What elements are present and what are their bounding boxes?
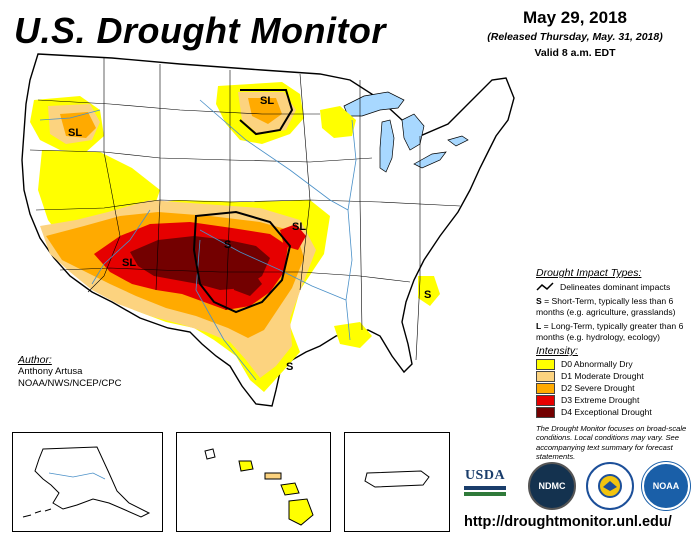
- impact-labels: SL SL SL S SL S S: [68, 95, 431, 373]
- d4-swatch: [536, 406, 555, 418]
- noaa-logo[interactable]: NOAA: [642, 462, 690, 510]
- eagle-seal-icon: [598, 474, 622, 498]
- d3-kansas: [280, 224, 306, 250]
- colorado-river: [91, 209, 151, 285]
- d2-label: D2 Severe Drought: [561, 382, 635, 393]
- delineation-legend-row: Delineates dominant impacts: [536, 282, 696, 293]
- d2-north-dakota: [248, 98, 282, 124]
- intensity-row-d1: D1 Moderate Drought: [536, 370, 696, 382]
- disclaimer-note: The Drought Monitor focuses on broad-sca…: [536, 424, 687, 461]
- missouri-river: [199, 99, 349, 211]
- impact-line-north-dakota: [239, 89, 294, 136]
- intensity-row-d0: D0 Abnormally Dry: [536, 358, 696, 370]
- usda-logo[interactable]: USDA: [464, 468, 506, 504]
- commerce-seal[interactable]: [586, 462, 634, 510]
- ndmc-logo-text: NDMC: [538, 481, 566, 491]
- oahu: [238, 460, 254, 472]
- d4-label: D4 Exceptional Drought: [561, 406, 652, 417]
- impact-boundaries: [192, 89, 294, 314]
- author-org: NOAA/NWS/NCEP/CPC: [18, 378, 122, 389]
- maui: [280, 482, 300, 496]
- long-term-key: L: [536, 321, 542, 331]
- long-term-text: = Long-Term, typically greater than 6 mo…: [536, 321, 684, 342]
- molokai: [264, 472, 282, 480]
- big-island: [288, 498, 314, 526]
- intensity-row-d2: D2 Severe Drought: [536, 382, 696, 394]
- impact-label-alabama: S: [424, 289, 431, 301]
- impact-label-kansas: SL: [292, 221, 306, 233]
- alaska-river: [48, 472, 106, 480]
- drought-areas: [30, 82, 440, 392]
- author-header: Author:: [18, 354, 52, 366]
- alaska-land: [34, 446, 151, 518]
- state-boundaries: [29, 58, 461, 361]
- rivers: [39, 99, 357, 381]
- lake-superior: [343, 91, 405, 117]
- d1-swatch: [536, 370, 555, 382]
- rio-grande: [195, 239, 257, 381]
- delineation-text: Delineates dominant impacts: [560, 281, 671, 292]
- impact-label-arizona: SL: [122, 257, 136, 269]
- great-lakes: [343, 91, 469, 173]
- alaska-inset: [12, 432, 163, 532]
- lake-erie: [413, 151, 447, 169]
- d0-upper-midwest: [320, 106, 356, 138]
- map-date: May 29, 2018: [523, 8, 627, 27]
- d0-lower-mississippi: [334, 322, 372, 348]
- d0-swatch: [536, 358, 555, 370]
- impact-label-texas: S: [286, 361, 293, 373]
- intensity-row-d3: D3 Extreme Drought: [536, 394, 696, 406]
- d2-swatch: [536, 382, 555, 394]
- alaska-map: [22, 446, 151, 518]
- kauai: [204, 448, 216, 460]
- mississippi-river: [345, 119, 357, 341]
- legend: Drought Impact Types: Delineates dominan…: [536, 268, 696, 419]
- puerto-rico-land: [364, 470, 430, 488]
- intensity-header: Intensity:: [536, 345, 579, 357]
- release-date: (Released Thursday, May. 31, 2018): [487, 31, 663, 43]
- agency-logos: USDA NDMC NOAA: [462, 458, 698, 510]
- d4-oklahoma: [232, 270, 262, 296]
- arkansas-river: [199, 229, 347, 301]
- noaa-logo-text: NOAA: [652, 481, 680, 491]
- intensity-row-d4: D4 Exceptional Drought: [536, 406, 696, 418]
- aleutian-islands: [22, 508, 52, 518]
- short-term-text: = Short-Term, typically less than 6 mont…: [536, 296, 676, 317]
- impact-label-oregon: SL: [68, 127, 82, 139]
- hawaii-map: [204, 448, 314, 526]
- map-title: U.S. Drought Monitor: [14, 10, 386, 51]
- columbia-river: [39, 109, 101, 121]
- website-url[interactable]: http://droughtmonitor.unl.edu/: [464, 514, 672, 530]
- author-name: Anthony Artusa: [18, 366, 83, 377]
- date-block: May 29, 2018 (Released Thursday, May. 31…: [460, 8, 690, 59]
- lake-ontario: [447, 135, 469, 147]
- d1-label: D1 Moderate Drought: [561, 370, 644, 381]
- ndmc-logo[interactable]: NDMC: [528, 462, 576, 510]
- impact-label-north-dakota: SL: [260, 95, 274, 107]
- puerto-rico-map: [364, 470, 430, 488]
- d2-oregon: [60, 112, 96, 138]
- hawaii-inset: [176, 432, 331, 532]
- d3-label: D3 Extreme Drought: [561, 394, 640, 405]
- impact-label-oklahoma: S: [224, 239, 231, 251]
- usda-logo-text: USDA: [464, 468, 506, 483]
- impact-line-southern-plains: [192, 210, 292, 314]
- lake-michigan: [379, 119, 395, 173]
- author-block: Author: Anthony Artusa NOAA/NWS/NCEP/CPC: [18, 354, 121, 390]
- delineation-line-icon: [536, 282, 554, 291]
- puerto-rico-inset: [344, 432, 450, 532]
- d3-swatch: [536, 394, 555, 406]
- d0-label: D0 Abnormally Dry: [561, 358, 633, 369]
- short-term-key: S: [536, 296, 542, 306]
- impact-types-header: Drought Impact Types:: [536, 267, 642, 279]
- long-term-definition: L = Long-Term, typically greater than 6 …: [536, 321, 696, 342]
- drought-map: SL SL SL S SL S S: [21, 53, 515, 407]
- valid-time: Valid 8 a.m. EDT: [534, 47, 616, 59]
- d0-southeast-spot: [418, 276, 440, 306]
- short-term-definition: S = Short-Term, typically less than 6 mo…: [536, 296, 696, 317]
